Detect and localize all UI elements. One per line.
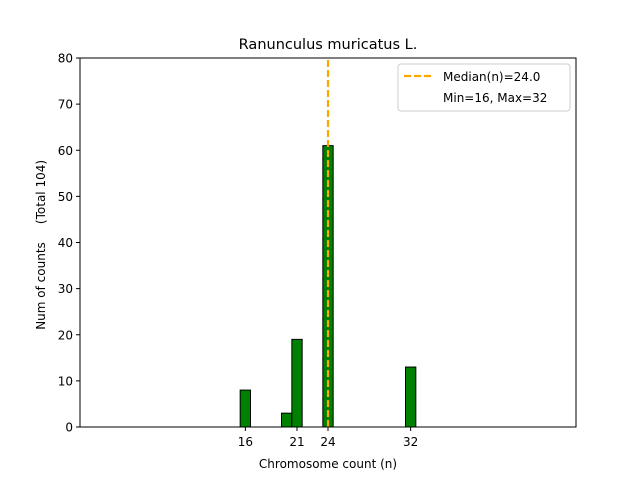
y-tick-label: 10 xyxy=(58,374,73,388)
legend: Median(n)=24.0 Min=16, Max=32 xyxy=(397,63,571,112)
x-tick-label: 16 xyxy=(238,435,253,449)
x-axis: 16 21 24 32 xyxy=(238,427,418,449)
x-tick-label: 24 xyxy=(320,435,335,449)
bar-20 xyxy=(281,412,293,428)
x-axis-label: Chromosome count (n) xyxy=(259,457,397,471)
bar-16 xyxy=(239,389,252,428)
bar-32 xyxy=(405,366,417,428)
y-tick-label: 60 xyxy=(58,144,73,158)
x-tick-label: 21 xyxy=(289,435,304,449)
y-tick-label: 30 xyxy=(58,282,73,296)
y-tick-label: 0 xyxy=(65,421,73,435)
y-axis-total-note: (Total 104) xyxy=(34,160,48,224)
y-axis: 0 10 20 30 40 50 60 70 80 xyxy=(58,52,80,435)
y-tick-label: 70 xyxy=(58,98,73,112)
y-tick-label: 80 xyxy=(58,52,73,66)
chart-title: Ranunculus muricatus L. xyxy=(239,37,418,53)
y-tick-label: 40 xyxy=(58,236,73,250)
bar-21 xyxy=(291,338,303,428)
y-tick-label: 50 xyxy=(58,190,73,204)
x-tick-label: 32 xyxy=(403,435,418,449)
y-axis-label: Num of counts xyxy=(34,242,48,330)
y-tick-label: 20 xyxy=(58,328,73,342)
legend-median-label: Median(n)=24.0 xyxy=(443,70,540,84)
legend-box xyxy=(397,63,571,112)
legend-minmax-label: Min=16, Max=32 xyxy=(443,91,547,105)
